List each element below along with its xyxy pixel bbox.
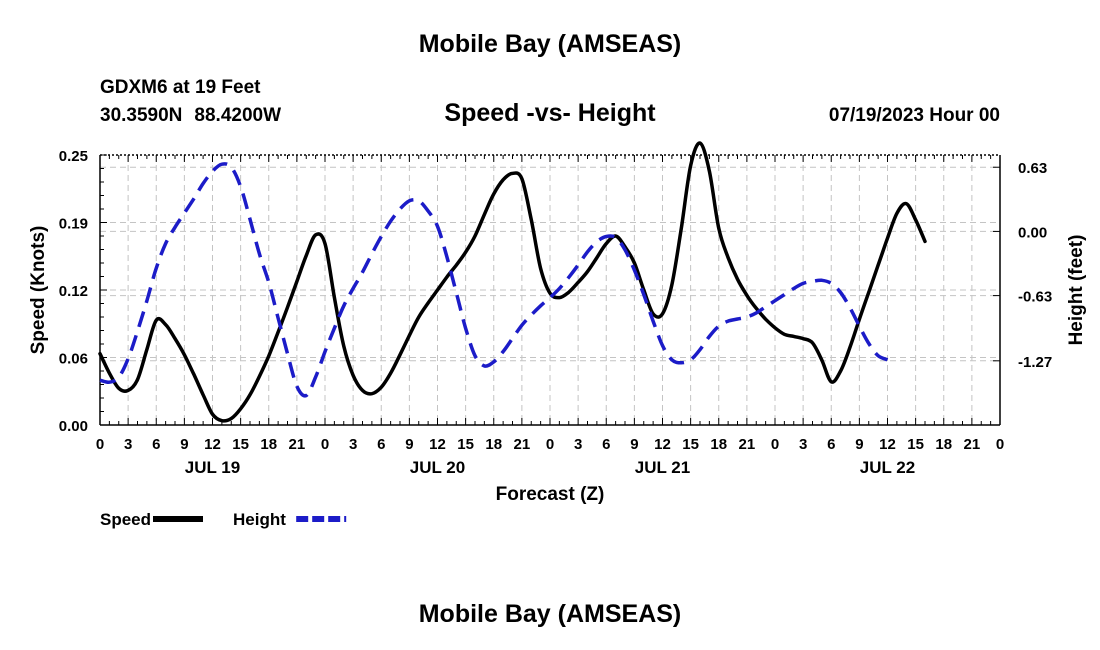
longitude: 88.4200W xyxy=(194,105,282,126)
x-tick-label: 3 xyxy=(124,436,132,453)
x-tick-label: 18 xyxy=(260,436,277,453)
chart-subtitle: Speed -vs- Height xyxy=(444,99,656,127)
x-tick-label: 6 xyxy=(827,436,835,453)
bottom-title: Mobile Bay (AMSEAS) xyxy=(418,600,682,628)
x-tick-label: 15 xyxy=(682,436,699,453)
legend-label-height: Height xyxy=(233,510,286,529)
x-tick-label: 9 xyxy=(180,436,188,453)
coordinates: 30.3590N 88.4200W xyxy=(100,105,281,127)
forecast-datetime: 07/19/2023 Hour 00 xyxy=(828,105,1000,126)
x-tick-label: 21 xyxy=(964,436,981,453)
station-label: GDXM6 at 19 Feet xyxy=(100,77,261,98)
y-left-tick-label: 0.25 xyxy=(59,148,88,165)
x-tick-label: 18 xyxy=(710,436,727,453)
x-tick-label: 15 xyxy=(457,436,474,453)
x-tick-label: 9 xyxy=(630,436,638,453)
x-tick-label: 6 xyxy=(152,436,160,453)
x-tick-label: 18 xyxy=(485,436,502,453)
series-line-height xyxy=(99,162,889,398)
x-tick-label: 15 xyxy=(232,436,249,453)
x-tick-label: 21 xyxy=(289,436,306,453)
x-tick-label: 0 xyxy=(996,436,1004,453)
x-tick-label: 9 xyxy=(405,436,413,453)
main-title: Mobile Bay (AMSEAS) xyxy=(418,30,682,58)
y-left-tick-label: 0.19 xyxy=(59,216,88,233)
y-right-tick-label: 0.00 xyxy=(1018,224,1047,241)
y-left-axis-title: Speed (Knots) xyxy=(28,226,49,355)
date-label: JUL 21 xyxy=(635,458,690,477)
x-tick-label: 18 xyxy=(935,436,952,453)
y-right-tick-label: -0.63 xyxy=(1018,289,1052,306)
date-label: JUL 22 xyxy=(860,458,915,477)
x-tick-label: 0 xyxy=(771,436,779,453)
y-left-tick-label: 0.12 xyxy=(59,283,88,300)
y-left-tick-label: 0.06 xyxy=(59,351,88,368)
x-tick-label: 12 xyxy=(879,436,896,453)
legend-label-speed: Speed xyxy=(100,510,151,529)
date-label: JUL 19 xyxy=(185,458,240,477)
latitude: 30.3590N xyxy=(100,105,183,126)
x-tick-label: 12 xyxy=(429,436,446,453)
y-right-axis-title: Height (feet) xyxy=(1066,235,1087,346)
date-label: JUL 20 xyxy=(410,458,465,477)
x-tick-label: 3 xyxy=(574,436,582,453)
series-line-speed xyxy=(98,141,927,423)
y-right-tick-label: -1.27 xyxy=(1018,354,1052,371)
x-tick-label: 15 xyxy=(907,436,924,453)
x-tick-label: 0 xyxy=(546,436,554,453)
y-right-tick-label: 0.63 xyxy=(1018,160,1047,177)
y-left-tick-label: 0.00 xyxy=(59,418,88,435)
x-tick-label: 12 xyxy=(204,436,221,453)
x-tick-label: 3 xyxy=(799,436,807,453)
x-tick-label: 3 xyxy=(349,436,357,453)
x-tick-label: 21 xyxy=(739,436,756,453)
x-tick-label: 0 xyxy=(321,436,329,453)
x-axis-title: Forecast (Z) xyxy=(496,484,605,505)
x-tick-label: 6 xyxy=(602,436,610,453)
x-tick-label: 12 xyxy=(654,436,671,453)
x-tick-label: 0 xyxy=(96,436,104,453)
x-tick-label: 6 xyxy=(377,436,385,453)
x-tick-label: 21 xyxy=(514,436,531,453)
x-tick-label: 9 xyxy=(855,436,863,453)
